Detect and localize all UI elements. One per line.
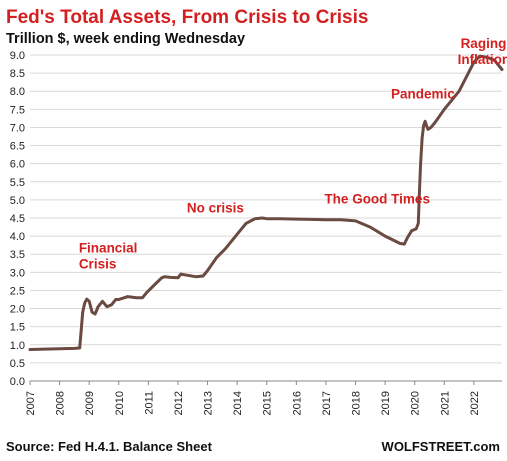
y-tick-label: 2.0 [10,304,25,316]
y-tick-label: 2.5 [10,285,25,297]
annotation-label: Raging [461,36,507,51]
y-tick-label: 8.0 [10,86,25,98]
x-tick-label: 2014 [232,391,244,415]
x-tick-label: 2019 [380,391,392,415]
y-tick-label: 7.5 [10,104,25,116]
y-tick-label: 0.0 [10,376,25,388]
x-tick-label: 2007 [25,391,37,415]
y-tick-label: 0.5 [10,358,25,370]
y-tick-label: 1.5 [10,322,25,334]
y-tick-label: 3.5 [10,249,25,261]
x-tick-label: 2009 [84,391,96,415]
annotation-label: Inflation [458,52,507,67]
series-line-0 [28,54,504,351]
annotation-label: No crisis [187,201,244,216]
y-tick-label: 7.0 [10,122,25,134]
chart-subtitle: Trillion $, week ending Wednesday [6,31,245,47]
x-tick-label: 2018 [351,391,363,415]
x-tick-label: 2016 [291,391,303,415]
x-tick-label: 2017 [321,391,333,415]
chart-title: Fed's Total Assets, From Crisis to Crisi… [6,7,368,28]
y-tick-label: 9.0 [10,50,25,62]
y-tick-label: 4.0 [10,231,25,243]
y-tick-label: 1.0 [10,340,25,352]
y-tick-label: 8.5 [10,68,25,80]
y-tick-label: 4.5 [10,213,25,225]
y-tick-label: 5.0 [10,195,25,207]
annotations: Financial Crisis No crisis The Good Times Pa… [79,36,507,272]
x-tick-label: 2013 [203,391,215,415]
source-note: Source: Fed H.4.1. Balance Sheet [6,439,213,454]
annotation-label: Crisis [79,257,117,272]
x-tick-label: 2012 [173,391,185,415]
y-tick-label: 6.5 [10,141,25,153]
x-tick-label: 2022 [469,391,481,415]
x-tick-label: 2021 [439,391,451,415]
y-tick-label: 3.0 [10,267,25,279]
x-tick-label: 2011 [143,391,155,415]
x-tick-label: 2010 [114,391,126,415]
series-layer [28,54,504,351]
x-tick-label: 2015 [262,391,274,415]
x-tick-label: 2020 [410,391,422,415]
brand-label: WOLFSTREET.com [382,439,500,454]
x-tick-label: 2008 [55,391,67,415]
annotation-label: Financial [79,240,138,255]
y-tick-label: 6.0 [10,159,25,171]
y-tick-label: 5.5 [10,177,25,189]
annotation-label: The Good Times [324,192,430,207]
y-axis-ticks: 0.0 0.5 1.0 1.5 2.0 2.5 3.0 3.5 4.0 4.5 5.0 5.5 6.0 6… [10,50,25,388]
x-axis-ticks: 2007 2008 2009 2010 2011 2012 2013 2014 2015 2016… [25,381,481,415]
annotation-label: Pandemic [391,86,455,101]
